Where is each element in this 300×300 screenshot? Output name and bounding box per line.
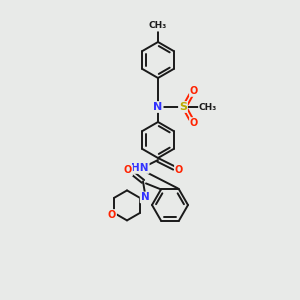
Text: N: N [141, 192, 149, 203]
Text: O: O [190, 118, 198, 128]
Text: O: O [108, 210, 116, 220]
Text: HN: HN [131, 163, 149, 173]
Text: N: N [153, 102, 163, 112]
Text: O: O [190, 86, 198, 96]
Text: O: O [175, 165, 183, 175]
Text: CH₃: CH₃ [199, 103, 217, 112]
Text: CH₃: CH₃ [149, 22, 167, 31]
Text: O: O [124, 165, 132, 176]
Text: S: S [179, 102, 187, 112]
